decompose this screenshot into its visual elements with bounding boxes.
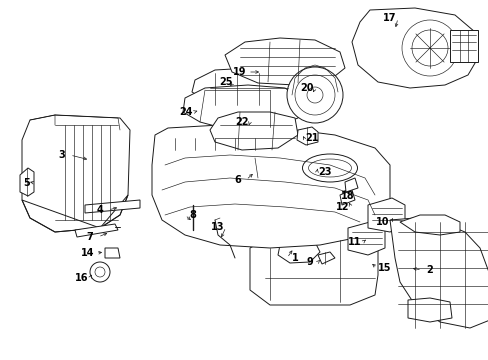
Polygon shape xyxy=(152,125,389,248)
Text: 11: 11 xyxy=(347,237,361,247)
Circle shape xyxy=(411,30,447,66)
Ellipse shape xyxy=(302,154,357,182)
Polygon shape xyxy=(389,218,488,328)
Circle shape xyxy=(306,87,323,103)
Text: 22: 22 xyxy=(235,117,248,127)
Polygon shape xyxy=(399,215,459,235)
Polygon shape xyxy=(278,240,319,263)
Text: 5: 5 xyxy=(23,178,30,188)
Text: 16: 16 xyxy=(75,273,88,283)
Polygon shape xyxy=(20,168,34,196)
Text: 13: 13 xyxy=(211,222,224,232)
Circle shape xyxy=(90,262,110,282)
Polygon shape xyxy=(183,85,299,130)
Text: 12: 12 xyxy=(336,202,349,212)
Polygon shape xyxy=(192,68,294,108)
Polygon shape xyxy=(407,298,451,322)
Text: 17: 17 xyxy=(383,13,396,23)
Polygon shape xyxy=(296,127,317,145)
Polygon shape xyxy=(339,190,354,205)
Text: 24: 24 xyxy=(179,107,192,117)
Circle shape xyxy=(294,75,334,115)
Polygon shape xyxy=(317,252,334,264)
Text: 3: 3 xyxy=(59,150,65,160)
Text: 1: 1 xyxy=(291,253,298,263)
Polygon shape xyxy=(240,158,271,177)
Text: 15: 15 xyxy=(378,263,391,273)
Text: 6: 6 xyxy=(234,175,241,185)
Text: 9: 9 xyxy=(306,257,313,267)
Text: 4: 4 xyxy=(97,205,103,215)
Text: 18: 18 xyxy=(341,191,354,201)
Text: 10: 10 xyxy=(375,217,389,227)
Polygon shape xyxy=(345,178,357,192)
Bar xyxy=(449,30,477,62)
Polygon shape xyxy=(249,235,377,305)
Polygon shape xyxy=(209,112,297,150)
Text: 21: 21 xyxy=(305,133,318,143)
Ellipse shape xyxy=(308,159,351,177)
Circle shape xyxy=(95,267,105,277)
Text: 2: 2 xyxy=(426,265,432,275)
Circle shape xyxy=(401,20,457,76)
Polygon shape xyxy=(351,8,477,88)
Polygon shape xyxy=(85,200,140,213)
Polygon shape xyxy=(105,248,120,258)
Text: 7: 7 xyxy=(86,232,93,242)
Polygon shape xyxy=(75,224,118,237)
Text: 25: 25 xyxy=(219,77,232,87)
Circle shape xyxy=(286,67,342,123)
Bar xyxy=(187,228,198,234)
Text: 23: 23 xyxy=(318,167,331,177)
Polygon shape xyxy=(22,115,130,232)
Text: 19: 19 xyxy=(233,67,246,77)
Polygon shape xyxy=(367,198,404,232)
Text: 14: 14 xyxy=(81,248,95,258)
Text: 20: 20 xyxy=(300,83,313,93)
Polygon shape xyxy=(347,222,384,255)
Polygon shape xyxy=(224,38,345,85)
Text: 8: 8 xyxy=(189,210,196,220)
